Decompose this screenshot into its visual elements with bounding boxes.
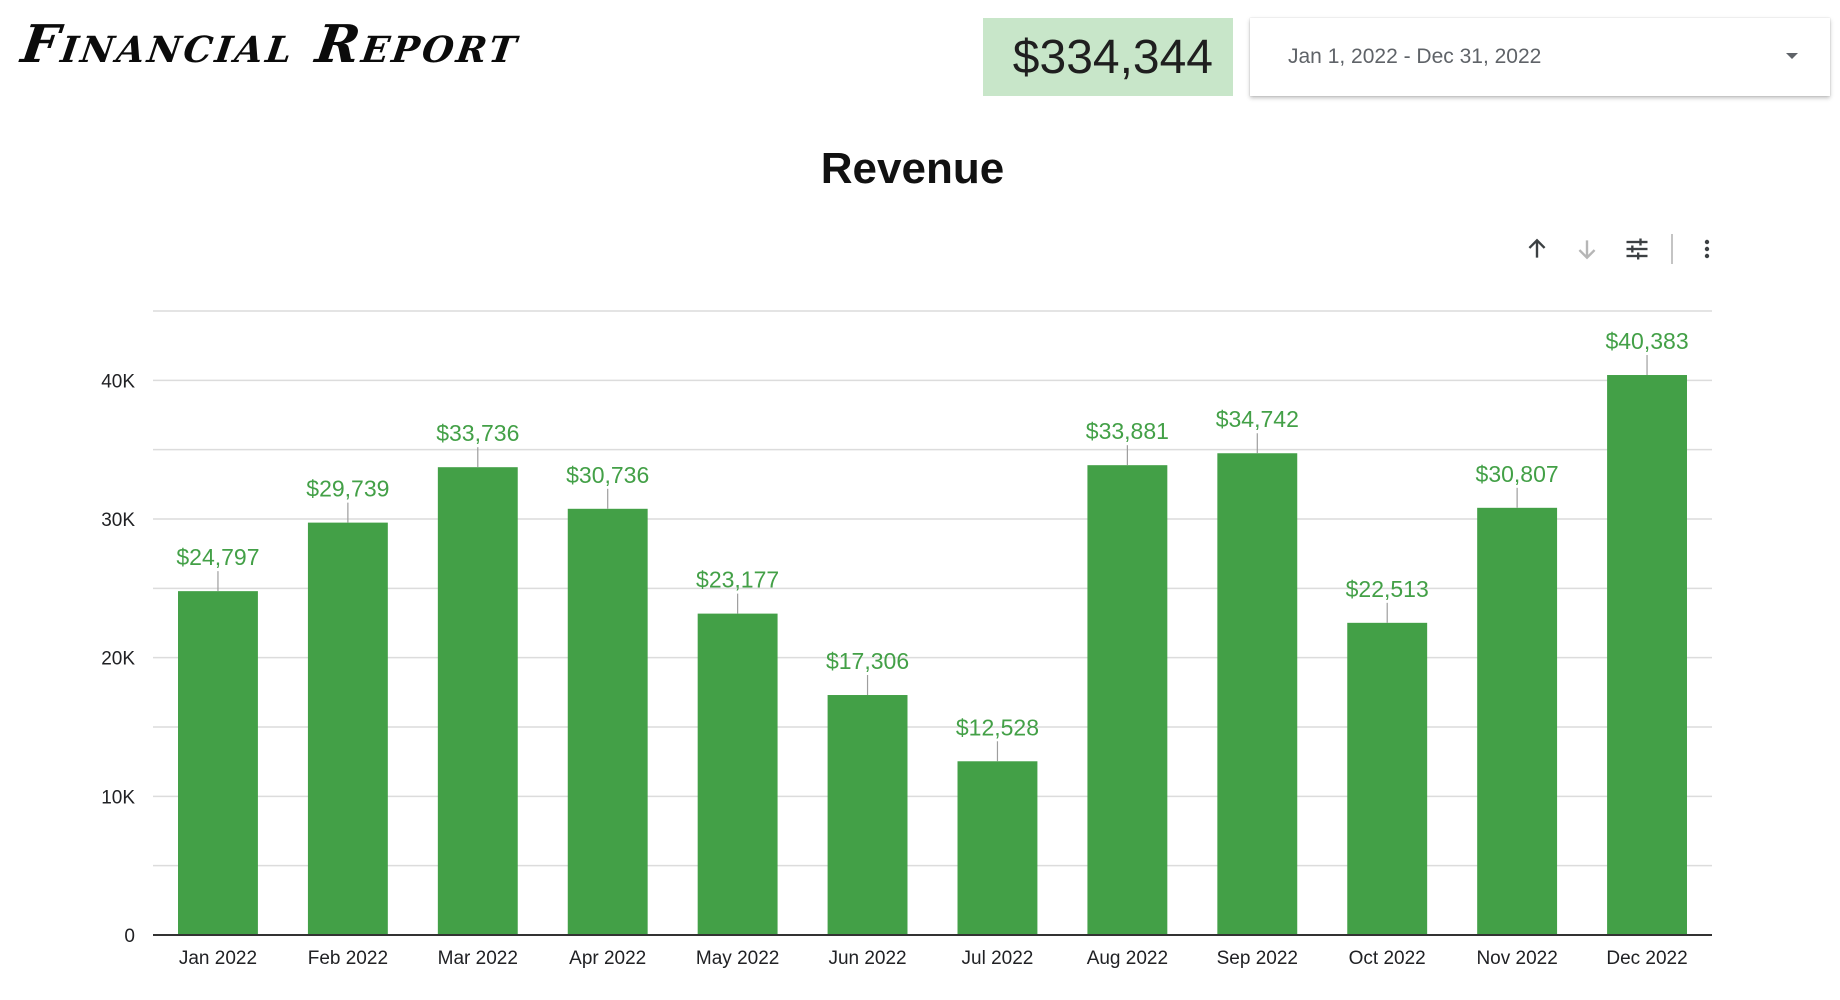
bar [827, 695, 908, 935]
bar [1217, 453, 1298, 935]
x-tick-label: May 2022 [696, 948, 779, 969]
bar [437, 467, 518, 935]
data-label: $33,736 [436, 420, 519, 446]
sort-ascending-icon[interactable] [1515, 228, 1559, 270]
dropdown-arrow-icon[interactable] [1786, 53, 1798, 59]
x-tick-label: Jul 2022 [962, 948, 1034, 969]
data-label: $34,742 [1216, 406, 1299, 432]
y-tick-label: 30K [101, 510, 135, 531]
data-label: $22,513 [1346, 576, 1429, 602]
x-tick-label: Oct 2022 [1349, 948, 1426, 969]
bar [957, 761, 1038, 935]
data-label: $30,807 [1476, 461, 1559, 487]
x-tick-label: Apr 2022 [569, 948, 646, 969]
more-vert-icon[interactable] [1685, 228, 1729, 270]
data-label: $30,736 [566, 462, 649, 488]
x-tick-label: Dec 2022 [1606, 948, 1687, 969]
y-tick-label: 0 [124, 926, 135, 947]
tune-icon[interactable] [1615, 228, 1659, 270]
data-label: $23,177 [696, 567, 779, 593]
date-range-picker[interactable]: Jan 1, 2022 - Dec 31, 2022 [1250, 18, 1830, 96]
bar [178, 591, 258, 935]
y-tick-label: 10K [101, 787, 135, 808]
toolbar-divider [1671, 234, 1673, 264]
bar [307, 522, 388, 935]
y-tick-label: 20K [101, 649, 135, 670]
date-range-value: Jan 1, 2022 - Dec 31, 2022 [1288, 45, 1542, 68]
chart-title: Revenue [820, 144, 1005, 193]
bar [1477, 507, 1558, 935]
data-label: $12,528 [956, 714, 1039, 740]
x-tick-label: Nov 2022 [1476, 948, 1557, 969]
data-label: $17,306 [826, 648, 909, 674]
total-revenue-value: $334,344 [1012, 30, 1213, 84]
x-tick-label: Sep 2022 [1217, 948, 1298, 969]
sort-descending-icon[interactable] [1565, 228, 1609, 270]
x-tick-label: Mar 2022 [438, 948, 518, 969]
bar [697, 613, 778, 935]
data-label: $40,383 [1605, 328, 1688, 354]
y-tick-label: 40K [101, 371, 135, 392]
bar [1347, 622, 1428, 935]
bar [1087, 465, 1168, 935]
x-tick-label: Jan 2022 [179, 948, 257, 969]
data-label: $29,739 [306, 476, 389, 502]
x-tick-label: Feb 2022 [308, 948, 388, 969]
data-label: $33,881 [1086, 418, 1169, 444]
x-tick-label: Aug 2022 [1087, 948, 1168, 969]
bar [567, 508, 648, 935]
data-label: $24,797 [176, 544, 259, 570]
x-tick-label: Jun 2022 [828, 948, 906, 969]
chart-toolbar [1515, 228, 1735, 270]
bar [1607, 375, 1687, 935]
total-revenue-scorecard: $334,344 [983, 18, 1233, 96]
report-title: Financial Report [17, 14, 524, 75]
